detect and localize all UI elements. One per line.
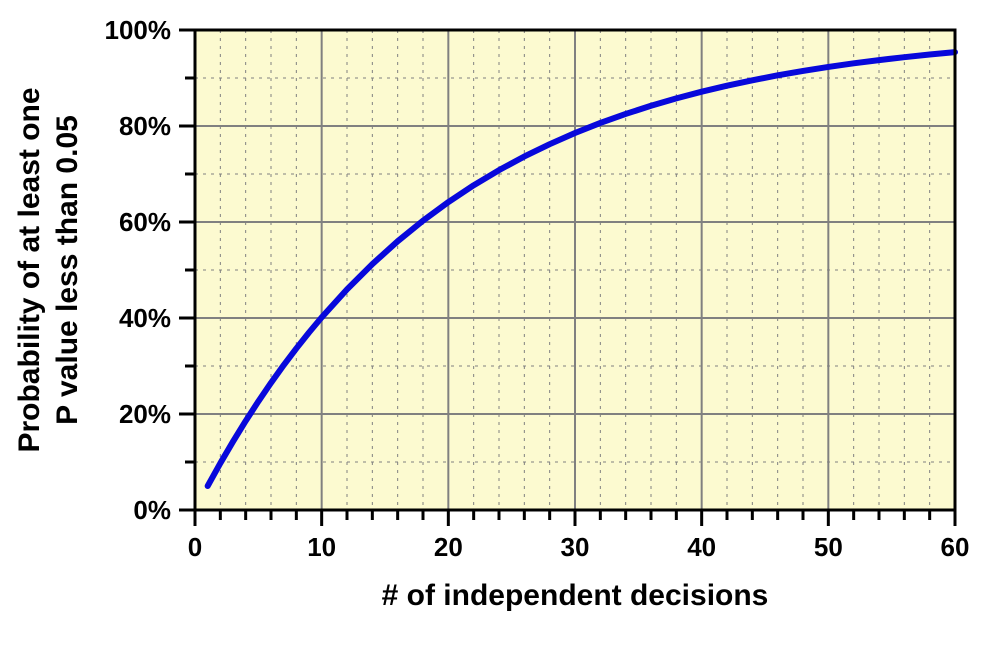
y-axis-label-line2: P value less than 0.05 (51, 115, 84, 425)
y-tick-label: 80% (119, 111, 171, 141)
y-axis-label-group: Probability of at least oneP value less … (13, 87, 84, 452)
x-tick-label: 10 (307, 532, 336, 562)
x-tick-label: 0 (188, 532, 202, 562)
y-tick-label: 60% (119, 207, 171, 237)
x-tick-label: 30 (561, 532, 590, 562)
chart-container: 0 10 20 30 40 50 60 0% 20% 40% 60% 80% 100% # of inde… (0, 0, 1000, 672)
x-tick-label: 50 (814, 532, 843, 562)
x-tick-label: 20 (434, 532, 463, 562)
y-tick-label: 40% (119, 303, 171, 333)
x-tick-label: 40 (687, 532, 716, 562)
y-tick-label: 0% (133, 495, 171, 525)
chart-svg: 0 10 20 30 40 50 60 0% 20% 40% 60% 80% 100% # of inde… (0, 0, 1000, 672)
x-axis-label: # of independent decisions (382, 579, 769, 612)
y-tick-label: 100% (105, 15, 172, 45)
x-tick-label: 60 (941, 532, 970, 562)
y-tick-label: 20% (119, 399, 171, 429)
y-axis-label-line1: Probability of at least one (13, 87, 46, 452)
